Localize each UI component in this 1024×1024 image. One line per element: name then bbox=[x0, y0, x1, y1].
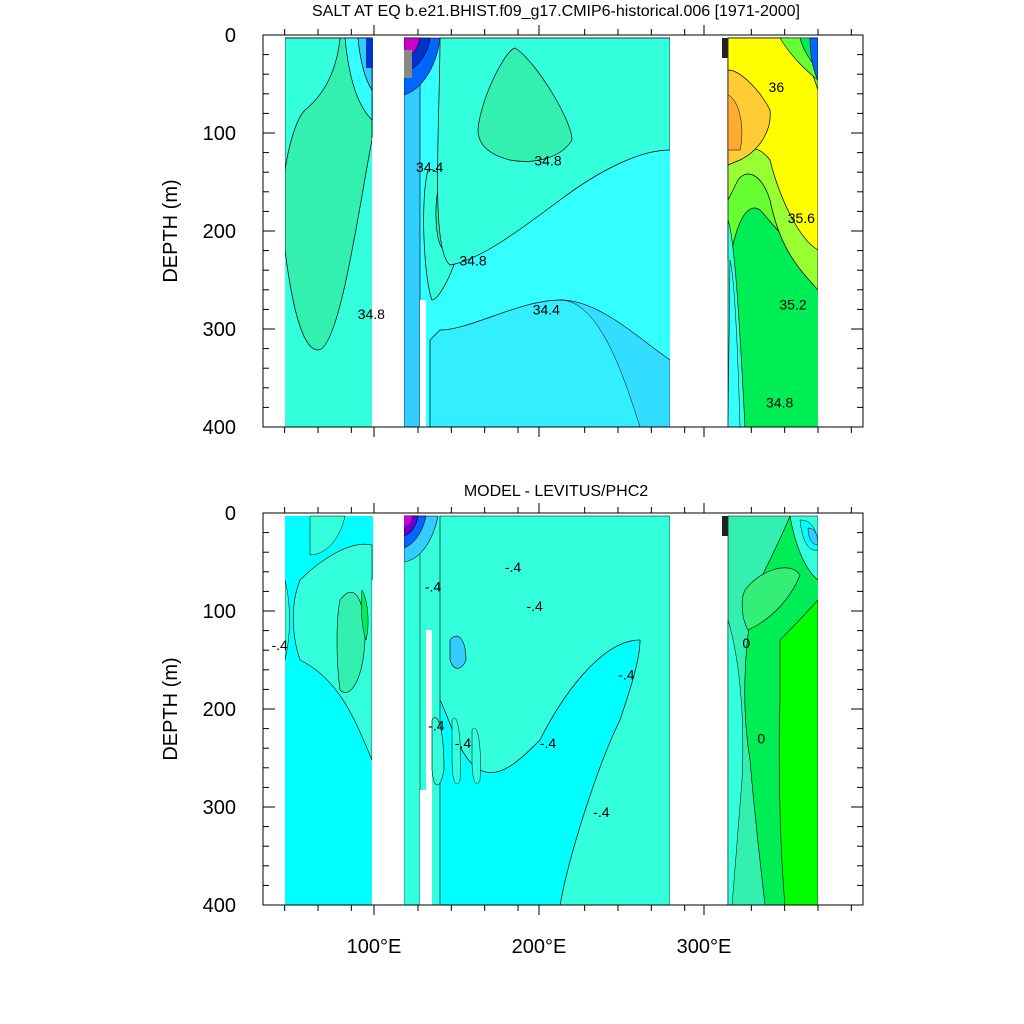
contour-region bbox=[741, 567, 801, 631]
contour-region bbox=[404, 516, 412, 527]
contour-region bbox=[366, 38, 373, 68]
contour-label: 36 bbox=[769, 79, 785, 95]
contour-label: 0 bbox=[742, 635, 750, 651]
contour-label: -.4 bbox=[618, 667, 635, 683]
y-tick-label: 300 bbox=[203, 797, 236, 819]
x-tick-label: 300°E bbox=[677, 936, 732, 958]
contour-region bbox=[722, 516, 728, 536]
contour-label: 34.8 bbox=[534, 152, 561, 168]
contour-region bbox=[727, 619, 744, 906]
x-tick-label: 200°E bbox=[512, 936, 567, 958]
y-axis: 0 100 200 300 400 DEPTH (m) bbox=[160, 503, 863, 917]
y-axis-label: DEPTH (m) bbox=[160, 657, 182, 760]
chart-title: MODEL - LEVITUS/PHC2 bbox=[464, 483, 648, 500]
contour-label: 34.8 bbox=[358, 306, 385, 322]
pacific-gap-strip bbox=[420, 300, 426, 427]
contour-label: -.4 bbox=[271, 637, 288, 653]
panel-salinity: SALT AT EQ b.e21.BHIST.f09_g17.CMIP6-his… bbox=[160, 3, 864, 439]
contour-label: 34.8 bbox=[459, 252, 486, 268]
land-mask bbox=[818, 514, 850, 906]
contour-region bbox=[284, 37, 373, 351]
pacific-gap-strip bbox=[420, 790, 426, 905]
contour-label: -.4 bbox=[428, 718, 445, 734]
contour-region bbox=[404, 50, 412, 78]
contour-label: -.4 bbox=[526, 598, 543, 614]
pacific-gap-strip bbox=[426, 630, 432, 905]
plot-area bbox=[284, 37, 819, 428]
contour-region bbox=[477, 47, 573, 162]
x-tick-label: 100°E bbox=[347, 936, 402, 958]
x-axis bbox=[373, 25, 705, 437]
land-mask bbox=[670, 514, 722, 906]
chart-title: SALT AT EQ b.e21.BHIST.f09_g17.CMIP6-his… bbox=[312, 3, 800, 20]
contour-label: 34.4 bbox=[416, 159, 443, 175]
y-tick-label: 200 bbox=[203, 699, 236, 721]
land-mask bbox=[375, 514, 404, 906]
indian-gap-strip bbox=[372, 580, 375, 905]
contour-region bbox=[309, 515, 346, 556]
contour-region bbox=[403, 37, 421, 428]
contour-region bbox=[778, 599, 819, 906]
contour-region bbox=[403, 515, 421, 906]
plot-area bbox=[284, 515, 819, 906]
contour-region bbox=[284, 579, 290, 661]
y-tick-label: 300 bbox=[203, 319, 236, 341]
contour-region bbox=[336, 591, 366, 693]
y-tick-label: 400 bbox=[203, 895, 236, 917]
y-tick-label: 400 bbox=[203, 417, 236, 439]
y-tick-label: 100 bbox=[203, 123, 236, 145]
contour-region bbox=[360, 589, 369, 641]
contour-label: -.4 bbox=[425, 578, 442, 594]
contour-region bbox=[722, 38, 728, 58]
y-tick-label: 100 bbox=[203, 601, 236, 623]
x-axis: 100°E 200°E 300°E bbox=[347, 503, 732, 958]
contour-labels: -.4 -.4 -.4 -.4 -.4 -.4 -.4 -.4 -.4 0 0 bbox=[271, 559, 765, 820]
contour-label: -.4 bbox=[505, 559, 522, 575]
panel-difference: MODEL - LEVITUS/PHC2 bbox=[160, 483, 864, 958]
contour-region bbox=[284, 37, 341, 171]
minor-ticks bbox=[263, 29, 863, 433]
contour-labels: 34.8 34.8 34.4 34.8 34.4 36 35.6 35.2 34.8 bbox=[358, 79, 815, 411]
contour-label: -.4 bbox=[455, 735, 472, 751]
contour-label: 34.4 bbox=[533, 301, 560, 317]
contour-label: 35.6 bbox=[788, 210, 815, 226]
contour-region bbox=[431, 717, 445, 786]
contour-region bbox=[451, 717, 461, 785]
contour-region bbox=[449, 635, 467, 669]
land-mask bbox=[818, 36, 850, 428]
y-axis-label: DEPTH (m) bbox=[160, 179, 182, 282]
contour-label: 34.8 bbox=[766, 394, 793, 410]
land-mask bbox=[375, 36, 404, 428]
y-tick-label: 0 bbox=[225, 25, 236, 47]
y-axis: 0 100 200 300 400 DEPTH (m) bbox=[160, 25, 863, 439]
land-mask bbox=[263, 36, 285, 428]
y-tick-label: 200 bbox=[203, 221, 236, 243]
land-mask bbox=[263, 514, 285, 906]
land-mask bbox=[670, 36, 722, 428]
contour-region bbox=[727, 94, 743, 151]
contour-label: 35.2 bbox=[779, 296, 806, 312]
contour-label: -.4 bbox=[593, 804, 610, 820]
contour-label: 0 bbox=[757, 730, 765, 746]
indian-gap-strip bbox=[372, 138, 375, 427]
contour-label: -.4 bbox=[540, 735, 557, 751]
contour-region bbox=[471, 727, 481, 785]
y-tick-label: 0 bbox=[225, 503, 236, 525]
minor-ticks bbox=[263, 507, 863, 911]
